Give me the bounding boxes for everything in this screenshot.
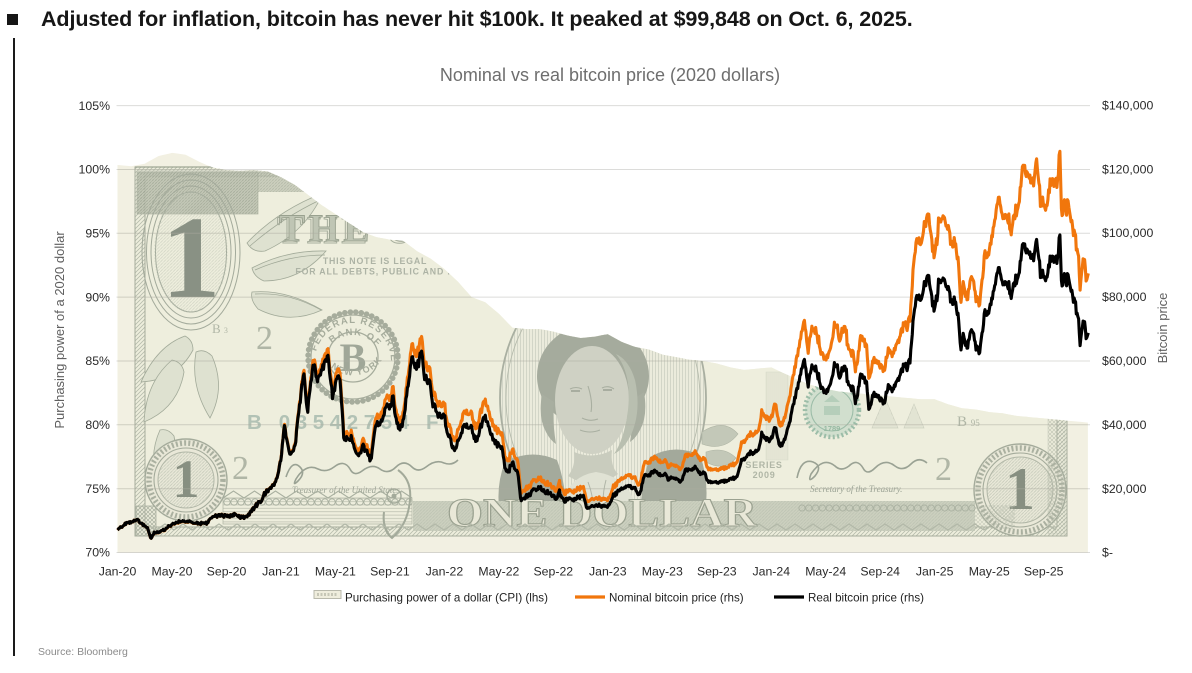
svg-text:May-20: May-20 xyxy=(151,565,192,579)
svg-text:Treasurer of the United States: Treasurer of the United States. xyxy=(292,485,402,495)
svg-text:Nominal vs real bitcoin price: Nominal vs real bitcoin price (2020 doll… xyxy=(440,65,780,85)
svg-text:B 95: B 95 xyxy=(957,414,980,430)
svg-text:85%: 85% xyxy=(85,354,110,368)
svg-text:May-22: May-22 xyxy=(478,565,519,579)
svg-text:2009: 2009 xyxy=(753,470,776,480)
svg-text:$40,000: $40,000 xyxy=(1102,418,1147,432)
svg-text:105%: 105% xyxy=(79,99,111,113)
svg-text:Sep-21: Sep-21 xyxy=(370,565,410,579)
svg-text:May-21: May-21 xyxy=(315,565,356,579)
svg-text:B: B xyxy=(340,335,367,380)
svg-text:Sep-24: Sep-24 xyxy=(860,565,900,579)
svg-text:$140,000: $140,000 xyxy=(1102,98,1153,112)
svg-text:May-25: May-25 xyxy=(969,565,1010,579)
svg-text:THIS NOTE IS LEGAL: THIS NOTE IS LEGAL xyxy=(323,256,427,266)
svg-text:$80,000: $80,000 xyxy=(1102,290,1147,304)
svg-text:2: 2 xyxy=(232,450,249,487)
svg-text:May-23: May-23 xyxy=(642,565,683,579)
svg-text:Jan-23: Jan-23 xyxy=(589,565,627,579)
svg-text:75%: 75% xyxy=(85,482,110,496)
svg-text:2: 2 xyxy=(935,451,952,488)
svg-text:Nominal bitcoin price (rhs): Nominal bitcoin price (rhs) xyxy=(609,592,744,605)
svg-text:$-: $- xyxy=(1102,546,1113,560)
svg-text:Jan-25: Jan-25 xyxy=(916,565,954,579)
svg-text:Sep-23: Sep-23 xyxy=(697,565,737,579)
svg-text:Jan-24: Jan-24 xyxy=(752,565,790,579)
svg-text:Real bitcoin price (rhs): Real bitcoin price (rhs) xyxy=(808,592,924,605)
svg-text:100%: 100% xyxy=(79,163,111,177)
svg-text:70%: 70% xyxy=(85,546,110,560)
svg-text:Sep-25: Sep-25 xyxy=(1024,565,1064,579)
svg-text:Purchasing power of a dollar (: Purchasing power of a dollar (CPI) (lhs) xyxy=(345,592,548,605)
svg-text:80%: 80% xyxy=(85,418,110,432)
svg-text:1: 1 xyxy=(173,449,200,509)
svg-text:SERIES: SERIES xyxy=(745,460,782,470)
svg-text:Jan-22: Jan-22 xyxy=(426,565,464,579)
svg-text:$60,000: $60,000 xyxy=(1102,354,1147,368)
svg-text:$120,000: $120,000 xyxy=(1102,162,1153,176)
svg-text:1: 1 xyxy=(162,192,221,323)
svg-text:$100,000: $100,000 xyxy=(1102,226,1153,240)
svg-text:May-24: May-24 xyxy=(805,565,846,579)
svg-text:Sep-22: Sep-22 xyxy=(533,565,573,579)
svg-text:Bitcoin price: Bitcoin price xyxy=(1155,293,1170,364)
svg-text:$20,000: $20,000 xyxy=(1102,482,1147,496)
svg-text:90%: 90% xyxy=(85,290,110,304)
svg-text:THE UNITED: THE UNITED xyxy=(279,207,563,250)
svg-text:2: 2 xyxy=(256,320,273,357)
svg-text:Purchasing power of a 2020 dol: Purchasing power of a 2020 dollar xyxy=(52,231,67,429)
svg-text:FOR ALL DEBTS, PUBLIC AND .: FOR ALL DEBTS, PUBLIC AND . xyxy=(295,267,450,277)
svg-text:1789: 1789 xyxy=(824,424,841,433)
svg-text:95%: 95% xyxy=(85,227,110,241)
svg-text:Jan-21: Jan-21 xyxy=(262,565,300,579)
svg-text:Sep-20: Sep-20 xyxy=(207,565,247,579)
svg-text:Jan-20: Jan-20 xyxy=(99,565,137,579)
svg-text:B 03542754 F: B 03542754 F xyxy=(858,187,1055,210)
